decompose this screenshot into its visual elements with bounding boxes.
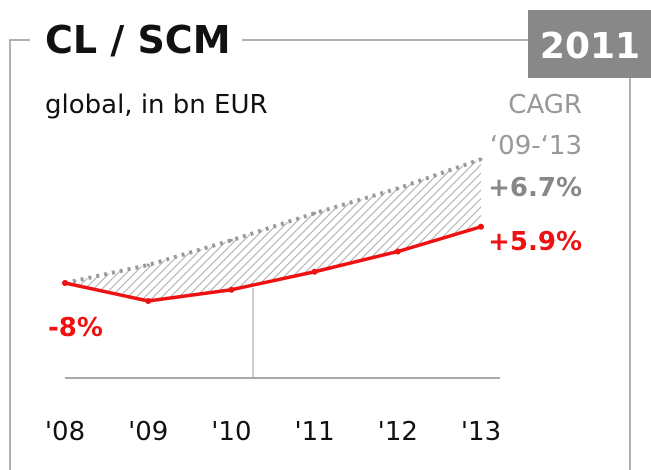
annotation: ‘09-‘13 [490, 131, 582, 161]
point [394, 248, 401, 255]
x-tick-label: '12 [378, 417, 418, 447]
point [62, 280, 68, 286]
x-tick-label: '10 [211, 417, 251, 447]
annotation: CAGR [508, 90, 582, 120]
chart-title: CL / SCM [45, 18, 231, 62]
annotation: -8% [48, 313, 103, 343]
point [479, 157, 483, 161]
line [64, 225, 482, 303]
point [146, 263, 150, 267]
hatched-area [65, 159, 481, 301]
badge: 2011 [540, 26, 640, 67]
point [478, 223, 484, 230]
annotation: +6.7% [488, 173, 582, 203]
point [311, 268, 318, 275]
point [228, 286, 235, 293]
x-tick-label: '11 [294, 417, 334, 447]
point [229, 238, 233, 242]
annotation: +5.9% [488, 227, 582, 257]
point [145, 298, 152, 304]
x-tick-label: '09 [128, 417, 168, 447]
point [396, 187, 400, 190]
frame [9, 39, 631, 470]
point [313, 211, 317, 215]
x-tick-label: '13 [461, 417, 501, 447]
chart-subtitle: global, in bn EUR [45, 90, 268, 120]
line [64, 157, 482, 285]
x-tick-label: '08 [45, 417, 85, 447]
badge-box [528, 10, 651, 78]
